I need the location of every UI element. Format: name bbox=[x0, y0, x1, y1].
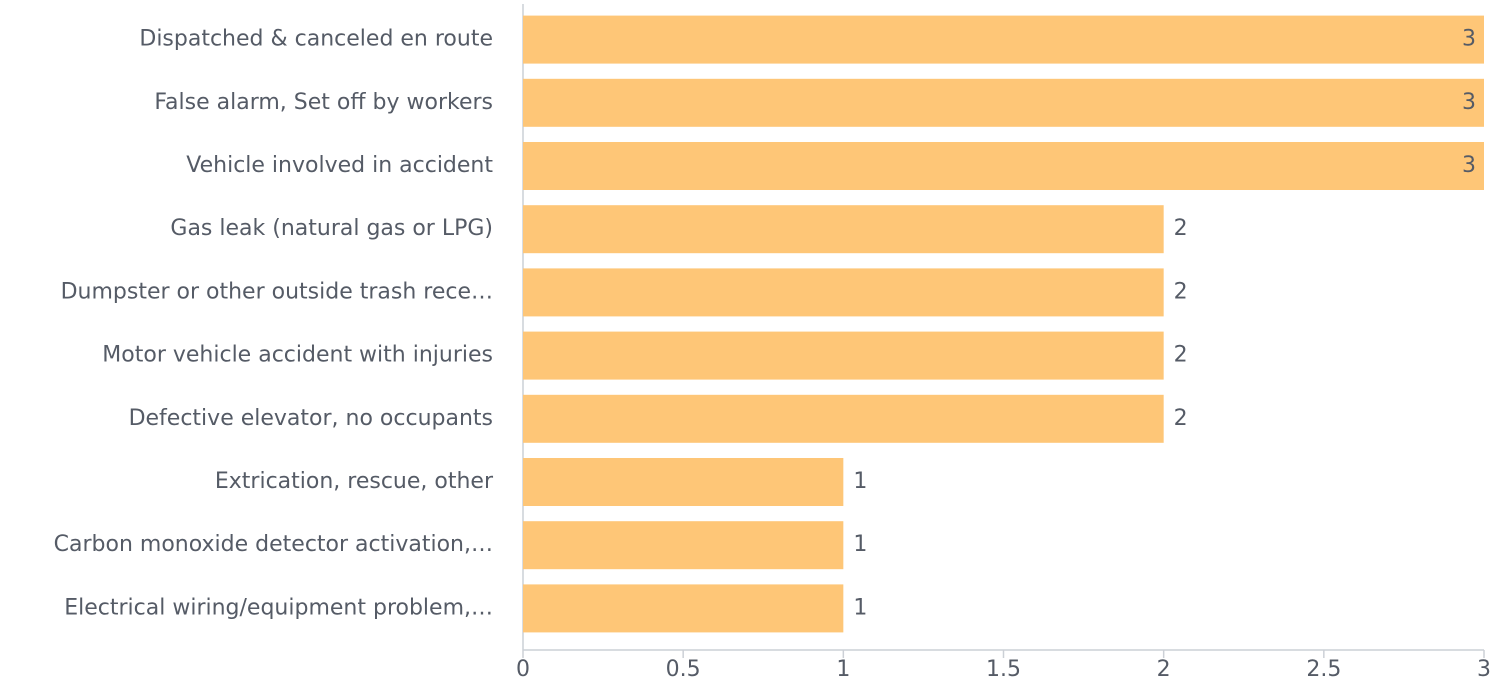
x-tick-label: 2.5 bbox=[1306, 657, 1341, 682]
y-tick-label: Dumpster or other outside trash rece… bbox=[61, 279, 493, 304]
value-label: 1 bbox=[853, 469, 867, 494]
value-label: 1 bbox=[853, 595, 867, 620]
value-label: 2 bbox=[1174, 216, 1188, 241]
bar bbox=[523, 205, 1164, 254]
y-tick-label: Vehicle involved in accident bbox=[186, 153, 493, 178]
bar bbox=[523, 458, 844, 506]
x-tick-label: 3 bbox=[1477, 657, 1491, 682]
bar bbox=[523, 142, 1484, 190]
x-tick-label: 1.5 bbox=[986, 657, 1021, 682]
value-label: 2 bbox=[1174, 343, 1188, 368]
bar bbox=[523, 268, 1164, 317]
x-tick-label: 2 bbox=[1157, 657, 1171, 682]
bar bbox=[523, 331, 1164, 380]
bar bbox=[523, 78, 1484, 127]
y-tick-label: Electrical wiring/equipment problem,… bbox=[64, 595, 493, 620]
x-tick-label: 0 bbox=[516, 657, 530, 682]
y-tick-label: False alarm, Set off by workers bbox=[154, 90, 493, 115]
x-tick-label: 1 bbox=[836, 657, 850, 682]
value-label: 2 bbox=[1174, 406, 1188, 431]
y-tick-label: Motor vehicle accident with injuries bbox=[102, 343, 493, 368]
y-tick-label: Gas leak (natural gas or LPG) bbox=[170, 216, 493, 241]
y-tick-label: Extrication, rescue, other bbox=[215, 469, 494, 494]
bar bbox=[523, 394, 1164, 443]
y-tick-label: Dispatched & canceled en route bbox=[139, 27, 493, 52]
y-tick-label: Carbon monoxide detector activation,… bbox=[54, 532, 493, 557]
value-label: 3 bbox=[1462, 90, 1476, 115]
bar bbox=[523, 15, 1484, 64]
value-label: 3 bbox=[1462, 153, 1476, 178]
bar bbox=[523, 521, 844, 570]
x-tick-label: 0.5 bbox=[666, 657, 701, 682]
bar bbox=[523, 584, 844, 633]
value-label: 2 bbox=[1174, 279, 1188, 304]
value-label: 1 bbox=[853, 532, 867, 557]
y-tick-label: Defective elevator, no occupants bbox=[129, 406, 493, 431]
value-label: 3 bbox=[1462, 27, 1476, 52]
